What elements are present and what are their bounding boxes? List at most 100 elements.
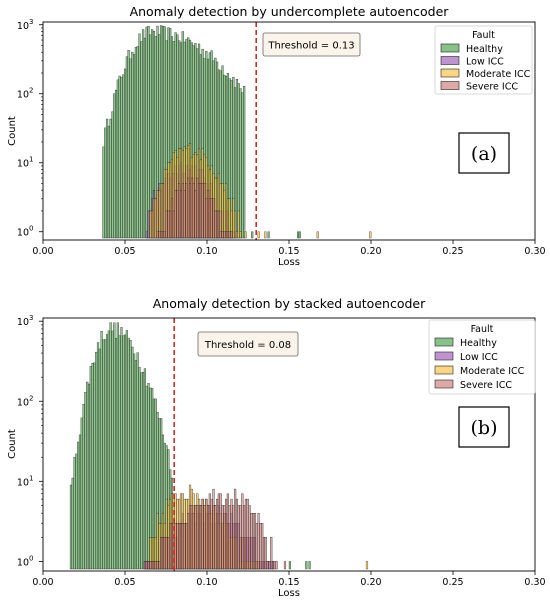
- bar-healthy: [113, 93, 116, 239]
- x-tick-label: 0.30: [524, 246, 545, 257]
- bar-severe-icc: [255, 523, 258, 570]
- bar-severe-icc: [246, 498, 249, 570]
- bar-healthy: [120, 77, 123, 239]
- bar-severe-icc: [214, 210, 217, 239]
- bar-low-icc: [147, 210, 150, 239]
- bar-severe-icc: [196, 177, 199, 239]
- bar-healthy: [134, 360, 137, 570]
- bar-moderate-icc: [158, 190, 161, 239]
- y-tick-exponent: 3: [29, 18, 33, 26]
- outlier-bar: [369, 231, 372, 239]
- bar-severe-icc: [181, 183, 184, 239]
- bar-healthy: [91, 363, 94, 570]
- bar-healthy: [140, 372, 143, 570]
- bar-healthy: [124, 68, 127, 239]
- bar-severe-icc: [210, 198, 213, 239]
- outlier-bar: [283, 561, 287, 570]
- bar-severe-icc: [178, 183, 181, 239]
- bar-severe-icc: [223, 231, 226, 239]
- bar-severe-icc: [221, 505, 224, 570]
- bar-severe-icc: [228, 231, 231, 239]
- y-tick-label: 10: [17, 159, 29, 170]
- bar-severe-icc: [268, 561, 271, 570]
- x-tick-label: 0.25: [442, 246, 463, 257]
- outlier-bar: [267, 231, 270, 239]
- bar-severe-icc: [230, 498, 233, 570]
- bar-moderate-icc: [152, 198, 156, 239]
- bar-low-icc: [145, 231, 148, 239]
- bar-healthy: [243, 85, 246, 239]
- bar-severe-icc: [264, 537, 267, 570]
- bar-severe-icc: [239, 505, 242, 570]
- legend-entry: Moderate ICC: [460, 366, 525, 377]
- bar-severe-icc: [201, 183, 204, 239]
- bar-moderate-icc: [160, 183, 163, 239]
- bar-severe-icc: [194, 190, 197, 239]
- bar-moderate-icc: [151, 210, 154, 239]
- bar-healthy: [89, 366, 92, 570]
- legend-swatch: [440, 43, 460, 53]
- bar-healthy: [104, 127, 107, 239]
- bar-severe-icc: [163, 231, 166, 239]
- bar-moderate-icc: [235, 231, 239, 239]
- bar-severe-icc: [158, 231, 161, 239]
- outlier-bar: [308, 561, 311, 570]
- bar-healthy: [82, 403, 85, 570]
- bar-severe-icc: [244, 498, 248, 570]
- bar-healthy: [127, 50, 130, 239]
- bar-healthy: [140, 41, 143, 239]
- x-axis-label: Loss: [278, 257, 300, 268]
- bar-severe-icc: [178, 523, 181, 570]
- outlier-bar: [257, 231, 260, 239]
- bar-healthy: [120, 327, 123, 570]
- bar-healthy: [136, 46, 139, 239]
- bar-severe-icc: [266, 561, 269, 570]
- bar-severe-icc: [152, 561, 156, 570]
- bar-moderate-icc: [156, 513, 159, 570]
- bar-healthy: [116, 79, 119, 239]
- bar-severe-icc: [212, 198, 215, 239]
- bar-severe-icc: [208, 493, 211, 570]
- chart-title: Anomaly detection by undercomplete autoe…: [130, 4, 450, 19]
- bar-severe-icc: [165, 537, 168, 570]
- bar-severe-icc: [196, 505, 199, 570]
- bar-severe-icc: [271, 561, 275, 570]
- threshold-label-box: [262, 32, 361, 57]
- y-tick-label: 10: [17, 557, 29, 568]
- y-tick-exponent: 2: [29, 394, 33, 402]
- bar-severe-icc: [219, 493, 222, 570]
- bar-healthy: [111, 330, 114, 570]
- bar-healthy: [143, 368, 146, 570]
- panel-label-box: [458, 132, 510, 174]
- legend-entry: Severe ICC: [460, 380, 512, 391]
- bar-healthy: [114, 89, 118, 239]
- bar-severe-icc: [253, 513, 257, 570]
- y-axis-label: Count: [7, 429, 18, 459]
- legend-swatch: [434, 379, 454, 389]
- bar-severe-icc: [170, 523, 174, 570]
- bar-severe-icc: [237, 505, 240, 570]
- panel-label: (a): [471, 143, 497, 165]
- bar-healthy: [129, 340, 132, 570]
- bar-severe-icc: [179, 190, 183, 239]
- x-tick-label: 0.15: [278, 246, 299, 257]
- bar-healthy: [125, 56, 128, 239]
- bar-severe-icc: [183, 523, 186, 570]
- bar-severe-icc: [192, 513, 195, 570]
- bar-healthy: [147, 25, 150, 239]
- legend-box: [428, 319, 536, 395]
- bar-healthy: [105, 334, 109, 570]
- x-tick-label: 0.20: [360, 246, 381, 257]
- bar-moderate-icc: [219, 183, 222, 239]
- bar-severe-icc: [201, 498, 204, 570]
- bar-healthy: [133, 54, 136, 239]
- bar-severe-icc: [243, 505, 246, 570]
- bar-severe-icc: [262, 537, 266, 570]
- outlier-bar: [244, 231, 247, 239]
- bar-severe-icc: [183, 190, 186, 239]
- bar-healthy: [125, 330, 128, 570]
- x-tick-label: 0.10: [196, 246, 217, 257]
- bar-severe-icc: [160, 537, 163, 570]
- bar-healthy: [109, 322, 112, 570]
- legend-swatch: [440, 81, 460, 90]
